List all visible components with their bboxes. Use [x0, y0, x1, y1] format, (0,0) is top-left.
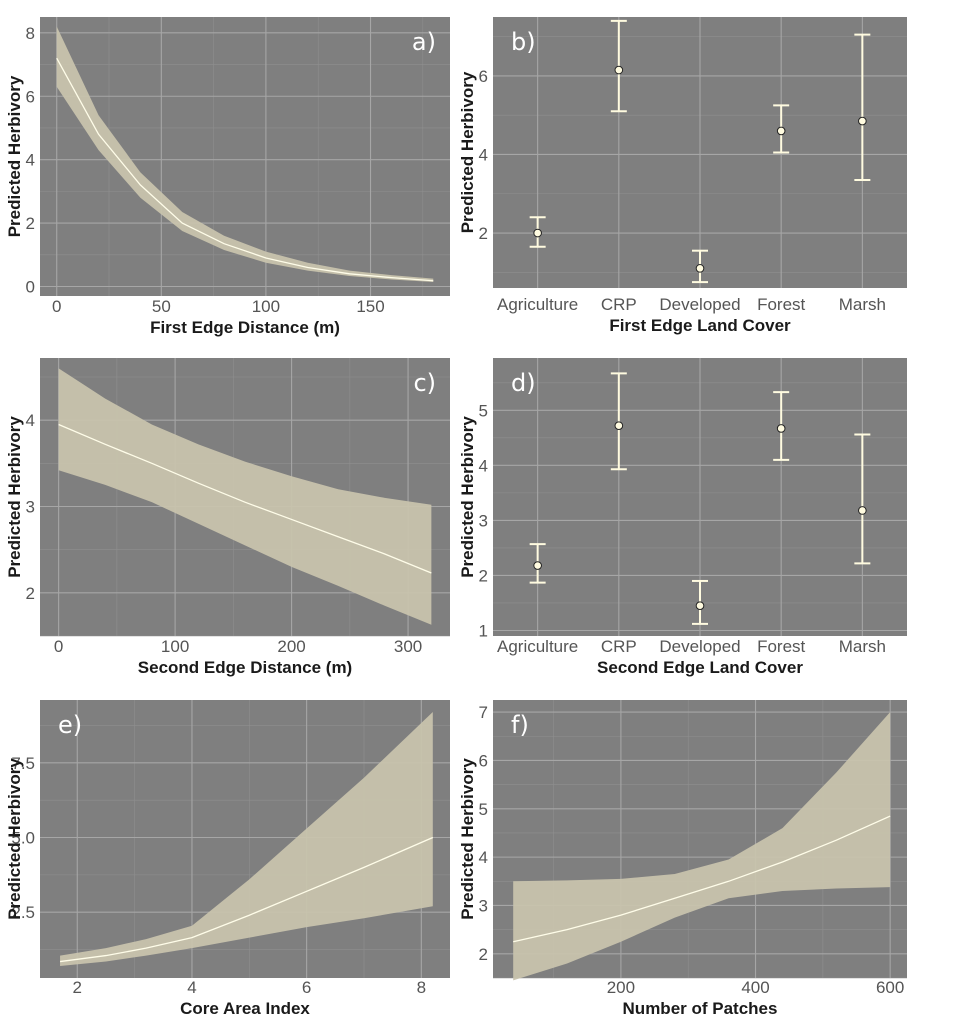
estimate-point — [695, 264, 705, 273]
panel-label: b) — [511, 28, 536, 56]
x-tick-label: 200 — [607, 978, 635, 997]
x-tick-label: Forest — [757, 637, 805, 656]
x-tick-label: 400 — [741, 978, 769, 997]
y-tick-label: 2 — [26, 214, 35, 233]
x-axis-title: Number of Patches — [623, 999, 778, 1018]
panel-b: 2 4 6 Agriculture CRP Developed Forest Marsh b) F… — [458, 17, 907, 335]
x-tick-label: 4 — [187, 978, 196, 997]
x-tick-label: Agriculture — [497, 295, 578, 314]
y-tick-label: 7 — [479, 703, 488, 722]
x-tick-label: 8 — [417, 978, 426, 997]
y-tick-label: 2 — [479, 566, 488, 585]
y-tick-label: 5 — [479, 401, 488, 420]
y-axis-title: Predicted Herbivory — [5, 75, 24, 237]
y-tick-label: 6 — [26, 87, 35, 106]
panel-e: 2.5 5.0 7.5 2 4 6 8 e) Core Area Index Predicted … — [5, 700, 450, 1018]
y-tick-label: 5.0 — [11, 829, 35, 848]
x-tick-label: 100 — [252, 297, 280, 316]
prediction-line — [58, 423, 432, 574]
x-axis-title: Core Area Index — [180, 999, 310, 1018]
x-axis-title: First Edge Land Cover — [609, 316, 791, 335]
prediction-line — [59, 836, 434, 963]
y-tick-label: 3 — [479, 896, 488, 915]
y-tick-label: 8 — [26, 24, 35, 43]
panel-f: 2 3 4 5 6 7 200 400 600 f) Number of Patches Predic… — [458, 700, 907, 1018]
x-tick-label: 50 — [152, 297, 171, 316]
y-axis-title: Predicted Herbivory — [458, 71, 477, 233]
x-tick-label: 200 — [277, 637, 305, 656]
confidence-band — [58, 368, 432, 625]
estimate-point — [614, 65, 624, 75]
y-tick-label: 0 — [26, 277, 35, 296]
estimate-point — [858, 506, 867, 515]
y-tick-label: 5 — [479, 800, 488, 819]
estimate-point — [533, 228, 542, 238]
panel-label: d) — [511, 369, 536, 397]
estimate-point — [533, 561, 542, 570]
x-tick-label: CRP — [601, 637, 637, 656]
y-tick-label: 7.5 — [11, 754, 35, 773]
panel-c: 2 3 4 0 100 200 300 c) Second Edge Distance (m) P… — [5, 358, 450, 677]
panel-label: f) — [511, 711, 529, 739]
y-axis-title: Predicted Herbivory — [5, 758, 24, 920]
x-tick-label: CRP — [601, 295, 637, 314]
x-axis-title: Second Edge Land Cover — [597, 658, 803, 677]
estimate-point — [858, 116, 867, 126]
x-tick-label: 150 — [356, 297, 384, 316]
confidence-band — [513, 712, 891, 981]
x-tick-label: Developed — [659, 295, 740, 314]
y-tick-label: 4 — [26, 151, 35, 170]
x-tick-label: 0 — [52, 297, 61, 316]
x-tick-label: Developed — [659, 637, 740, 656]
estimate-point — [695, 601, 705, 611]
y-tick-label: 2.5 — [11, 903, 35, 922]
y-axis-title: Predicted Herbivory — [5, 416, 24, 578]
x-tick-label: Agriculture — [497, 637, 578, 656]
x-tick-label: Marsh — [839, 295, 886, 314]
x-tick-label: 300 — [394, 637, 422, 656]
panel-a: 0 2 4 6 8 0 50 100 150 a) First Edge Distance (m) P… — [5, 17, 450, 337]
y-tick-label: 3 — [26, 497, 35, 516]
y-tick-label: 6 — [479, 67, 488, 86]
y-axis-title: Predicted Herbivory — [458, 416, 477, 578]
x-tick-label: 6 — [302, 978, 311, 997]
x-tick-label: Forest — [757, 295, 805, 314]
x-tick-label: 0 — [54, 637, 63, 656]
y-tick-label: 3 — [479, 511, 488, 530]
y-tick-label: 4 — [479, 145, 488, 164]
panel-label: c) — [413, 369, 436, 397]
x-tick-label: Marsh — [839, 637, 886, 656]
x-axis-title: Second Edge Distance (m) — [138, 658, 352, 677]
estimate-point — [776, 126, 786, 136]
y-tick-label: 4 — [479, 456, 488, 475]
y-tick-label: 4 — [26, 411, 35, 430]
x-tick-label: 600 — [876, 978, 904, 997]
prediction-line — [56, 57, 434, 282]
y-tick-label: 2 — [26, 584, 35, 603]
y-tick-label: 6 — [479, 751, 488, 770]
x-axis-title: First Edge Distance (m) — [150, 318, 340, 337]
prediction-line — [513, 815, 891, 943]
panel-label: a) — [412, 28, 436, 56]
y-tick-label: 1 — [479, 621, 488, 640]
y-tick-label: 2 — [479, 945, 488, 964]
x-tick-label: 2 — [73, 978, 82, 997]
confidence-band — [60, 711, 433, 967]
panel-d: 1 2 3 4 5 Agriculture CRP Developed Forest Marsh d… — [458, 358, 907, 677]
y-tick-label: 4 — [479, 848, 488, 867]
panel-label: e) — [58, 711, 82, 739]
y-axis-title: Predicted Herbivory — [458, 758, 477, 920]
estimate-point — [776, 424, 786, 433]
x-tick-label: 100 — [161, 637, 189, 656]
estimate-point — [614, 421, 624, 431]
y-tick-label: 2 — [479, 224, 488, 243]
